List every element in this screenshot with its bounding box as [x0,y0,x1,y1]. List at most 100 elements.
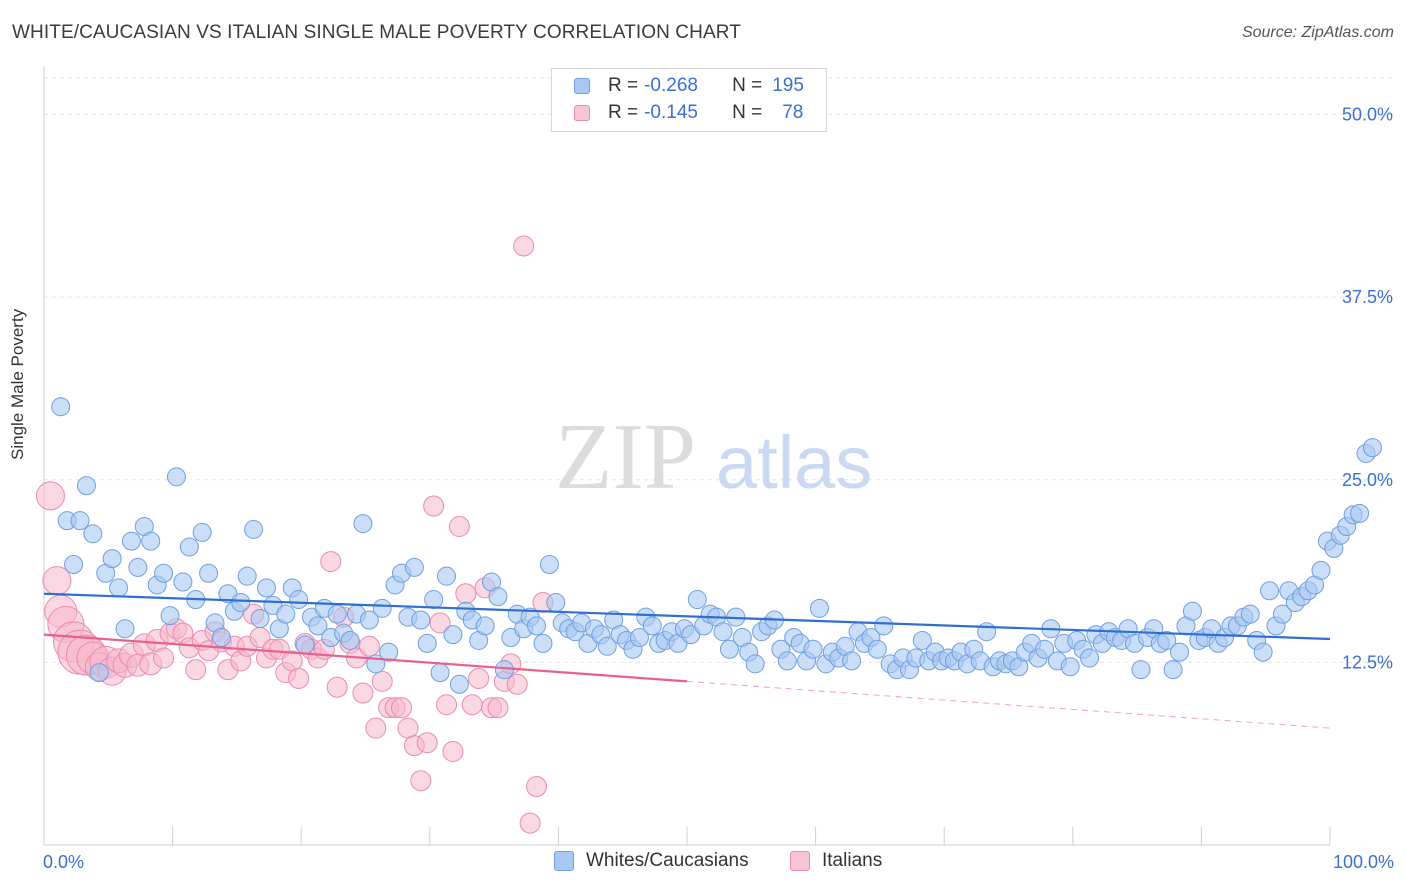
data-point-italians [35,481,65,511]
data-point-italians [352,682,374,704]
data-point-whites [745,654,765,674]
data-point-whites [629,628,649,648]
bottom-legend-label-whites: Whites/Caucasians [586,850,749,871]
data-point-whites [488,587,508,607]
data-point-whites [70,511,90,531]
data-point-italians [153,647,175,669]
data-point-whites [308,616,328,636]
data-point-italians [526,776,548,798]
data-point-whites [1170,642,1190,662]
trend-line-italians [43,633,688,683]
data-point-italians [365,717,387,739]
data-point-italians [436,694,458,716]
data-point-whites [141,531,161,551]
data-point-whites [842,651,862,671]
data-point-whites [437,566,457,586]
data-point-whites [803,639,823,659]
data-point-italians [513,235,535,257]
data-point-italians [185,659,207,681]
data-point-italians [429,612,451,634]
data-point-whites [83,524,103,544]
y-axis-label: Single Male Poverty [8,308,27,460]
legend-n-value: 78 [782,102,804,123]
data-point-whites [1350,503,1370,523]
data-point-whites [276,604,296,624]
data-point-whites [51,397,71,417]
data-point-whites [597,636,617,656]
legend-swatch-italians [574,105,590,121]
data-point-whites [372,598,392,618]
data-point-whites [244,519,264,539]
bottom-legend-whites[interactable]: Whites/Caucasians [554,850,749,872]
data-point-whites [76,476,96,496]
legend-n-label: N = [732,75,763,96]
data-point-whites [166,467,186,487]
data-point-whites [430,663,450,683]
bottom-legend-swatch-italians [790,851,810,871]
watermark-zip: ZIP [555,405,696,509]
data-point-whites [809,598,829,618]
data-point-whites [128,557,148,577]
data-point-whites [1163,660,1183,680]
y-tick-label: 12.5% [1342,652,1393,672]
data-point-whites [1060,657,1080,677]
data-point-whites [289,590,309,610]
data-point-whites [719,639,739,659]
data-point-whites [173,572,193,592]
data-point-whites [109,578,129,598]
data-point-whites [1253,642,1273,662]
legend-r-label: R = [608,102,639,123]
data-point-whites [1272,604,1292,624]
data-point-italians [416,732,438,754]
y-tick-label: 37.5% [1342,287,1393,307]
data-point-whites [1131,660,1151,680]
data-point-whites [1362,438,1382,458]
legend-swatch-whites [574,78,590,94]
data-point-whites [359,610,379,630]
data-point-whites [874,616,894,636]
y-tick-label: 50.0% [1342,105,1393,125]
data-point-whites [154,563,174,583]
data-point-whites [353,514,373,534]
data-point-whites [912,630,932,650]
data-point-whites [256,578,276,598]
bottom-legend-italians[interactable]: Italians [790,850,882,872]
x-tick-min: 0.0% [43,852,85,872]
data-point-whites [102,549,122,569]
x-tick-max: 100.0% [1332,852,1394,872]
bottom-legend-label-italians: Italians [822,850,883,871]
y-tick-label: 25.0% [1342,470,1393,490]
data-point-italians [455,583,477,605]
data-point-italians [358,635,380,657]
data-point-whites [192,522,212,542]
correlation-legend: R = -0.268 N = 195 R = -0.145 N = 78 [551,68,827,132]
trend-lines [43,592,1331,729]
data-point-italians [461,694,483,716]
data-point-whites [533,633,553,653]
legend-r-value: -0.145 [644,102,698,123]
data-point-whites [1035,639,1055,659]
data-point-italians [487,697,509,719]
legend-n-label: N = [732,102,763,123]
data-point-italians [371,670,393,692]
data-point-italians [448,516,470,538]
italians-points [35,235,554,834]
legend-row-whites: R = -0.268 N = 195 [574,73,804,99]
legend-r-value: -0.268 [644,75,698,96]
legend-row-italians: R = -0.145 N = 78 [574,100,803,126]
legend-n-value: 195 [772,75,804,96]
data-point-whites [494,660,514,680]
data-point-whites [211,628,231,648]
data-point-whites [121,531,141,551]
data-point-whites [1260,581,1280,601]
data-point-whites [977,622,997,642]
data-point-whites [1080,648,1100,668]
data-point-italians [423,495,445,517]
data-point-italians [326,676,348,698]
data-point-whites [411,610,431,630]
data-point-italians [320,551,342,573]
trend-line-whites [43,592,1331,641]
y-tick-labels: 12.5% 25.0% 37.5% 50.0% [1342,105,1393,673]
data-point-whites [64,554,84,574]
data-point-whites [527,616,547,636]
